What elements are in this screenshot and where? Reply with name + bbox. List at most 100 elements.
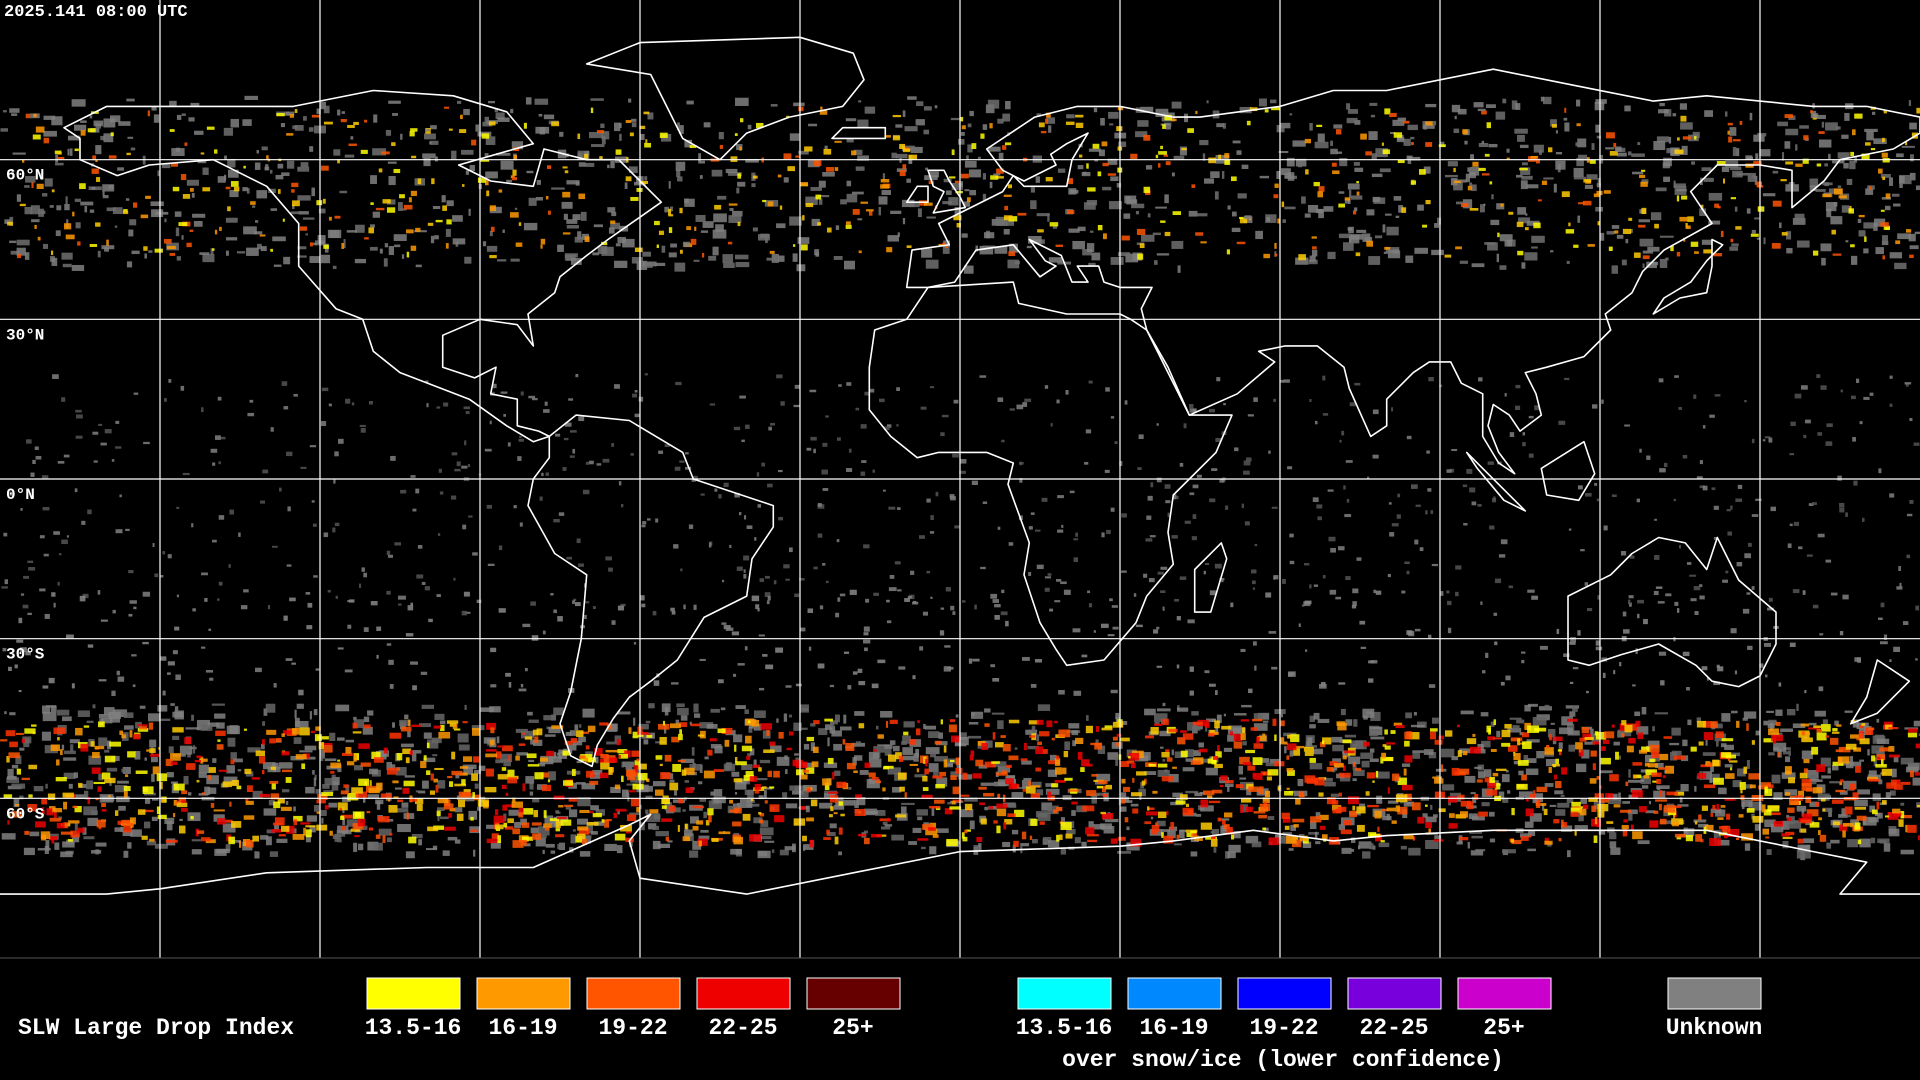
cloud-pixel	[140, 214, 149, 219]
cloud-pixel	[708, 542, 712, 548]
cloud-pixel	[1658, 109, 1669, 114]
cloud-pixel	[244, 768, 252, 774]
cloud-pixel	[87, 817, 99, 827]
cloud-pixel	[990, 175, 999, 180]
cloud-pixel	[1284, 825, 1290, 830]
cloud-pixel	[1171, 749, 1174, 756]
cloud-pixel	[395, 767, 407, 776]
cloud-pixel	[1119, 761, 1129, 768]
cloud-pixel	[1118, 141, 1127, 147]
cloud-pixel	[673, 807, 681, 813]
cloud-pixel	[1614, 230, 1619, 234]
cloud-pixel	[1457, 768, 1470, 775]
cloud-pixel	[62, 263, 72, 268]
cloud-pixel	[1870, 837, 1876, 844]
cloud-pixel	[1618, 792, 1621, 802]
cloud-pixel	[1594, 731, 1599, 736]
cloud-pixel	[793, 818, 806, 826]
cloud-pixel	[757, 850, 771, 859]
cloud-pixel	[1171, 535, 1178, 539]
cloud-pixel	[1313, 748, 1324, 755]
cloud-pixel	[1868, 778, 1880, 782]
cloud-pixel	[564, 740, 573, 745]
cloud-pixel	[311, 114, 320, 118]
cloud-pixel	[1501, 742, 1511, 747]
cloud-pixel	[347, 124, 355, 128]
cloud-pixel	[1729, 246, 1739, 251]
cloud-pixel	[281, 789, 290, 793]
cloud-pixel	[1264, 109, 1269, 113]
cloud-pixel	[266, 729, 277, 735]
cloud-pixel	[1766, 849, 1772, 856]
cloud-pixel	[164, 238, 172, 244]
cloud-pixel	[1900, 802, 1905, 806]
cloud-pixel	[1834, 720, 1839, 726]
cloud-pixel	[242, 119, 252, 126]
cloud-pixel	[180, 174, 187, 181]
cloud-pixel	[272, 236, 286, 242]
cloud-pixel	[812, 746, 819, 754]
cloud-pixel	[1241, 797, 1252, 803]
cloud-pixel	[1430, 510, 1434, 515]
cloud-pixel	[149, 748, 156, 753]
cloud-pixel	[368, 827, 374, 831]
cloud-pixel	[225, 250, 229, 256]
cloud-pixel	[1160, 590, 1166, 594]
cloud-pixel	[538, 113, 543, 117]
cloud-pixel	[1597, 803, 1609, 812]
cloud-pixel	[1768, 728, 1780, 736]
cloud-pixel	[1171, 118, 1177, 122]
cloud-pixel	[1013, 840, 1019, 847]
cloud-pixel	[1599, 232, 1605, 241]
cloud-pixel	[495, 809, 499, 816]
cloud-pixel	[1637, 840, 1650, 845]
cloud-pixel	[1227, 786, 1230, 792]
cloud-pixel	[321, 792, 334, 797]
cloud-pixel	[1212, 755, 1219, 760]
cloud-pixel	[555, 433, 561, 437]
cloud-pixel	[280, 806, 292, 811]
cloud-pixel	[1713, 777, 1724, 785]
cloud-pixel	[183, 776, 189, 785]
cloud-pixel	[1389, 112, 1397, 118]
cloud-pixel	[1271, 107, 1281, 111]
cloud-pixel	[286, 160, 295, 169]
cloud-pixel	[949, 719, 955, 723]
cloud-pixel	[679, 729, 683, 735]
cloud-pixel	[679, 722, 688, 728]
cloud-pixel	[286, 728, 297, 736]
cloud-pixel	[730, 848, 742, 855]
cloud-pixel	[645, 139, 648, 144]
cloud-pixel	[1356, 557, 1362, 561]
cloud-pixel	[1572, 705, 1578, 712]
cloud-pixel	[1451, 767, 1460, 776]
cloud-pixel	[1528, 453, 1534, 458]
cloud-pixel	[1287, 734, 1292, 739]
cloud-pixel	[223, 127, 233, 136]
cloud-pixel	[1209, 590, 1216, 596]
cloud-pixel	[389, 833, 393, 836]
cloud-pixel	[548, 771, 556, 781]
cloud-pixel	[72, 211, 75, 217]
cloud-pixel	[1611, 494, 1617, 498]
cloud-pixel	[943, 745, 947, 753]
cloud-pixel	[270, 427, 274, 432]
cloud-pixel	[507, 769, 515, 777]
cloud-pixel	[1264, 827, 1269, 832]
cloud-pixel	[916, 768, 920, 773]
cloud-pixel	[305, 835, 311, 843]
cloud-pixel	[127, 751, 136, 758]
cloud-pixel	[1916, 107, 1920, 114]
cloud-pixel	[1081, 841, 1087, 847]
cloud-pixel	[978, 764, 988, 769]
cloud-pixel	[1600, 757, 1611, 765]
cloud-pixel	[741, 764, 753, 771]
cloud-pixel	[233, 758, 243, 763]
cloud-pixel	[903, 731, 909, 736]
cloud-pixel	[293, 819, 298, 826]
cloud-pixel	[952, 799, 963, 803]
cloud-pixel	[906, 245, 912, 248]
cloud-pixel	[943, 240, 951, 248]
cloud-pixel	[1521, 162, 1528, 166]
cloud-pixel	[1252, 757, 1263, 766]
